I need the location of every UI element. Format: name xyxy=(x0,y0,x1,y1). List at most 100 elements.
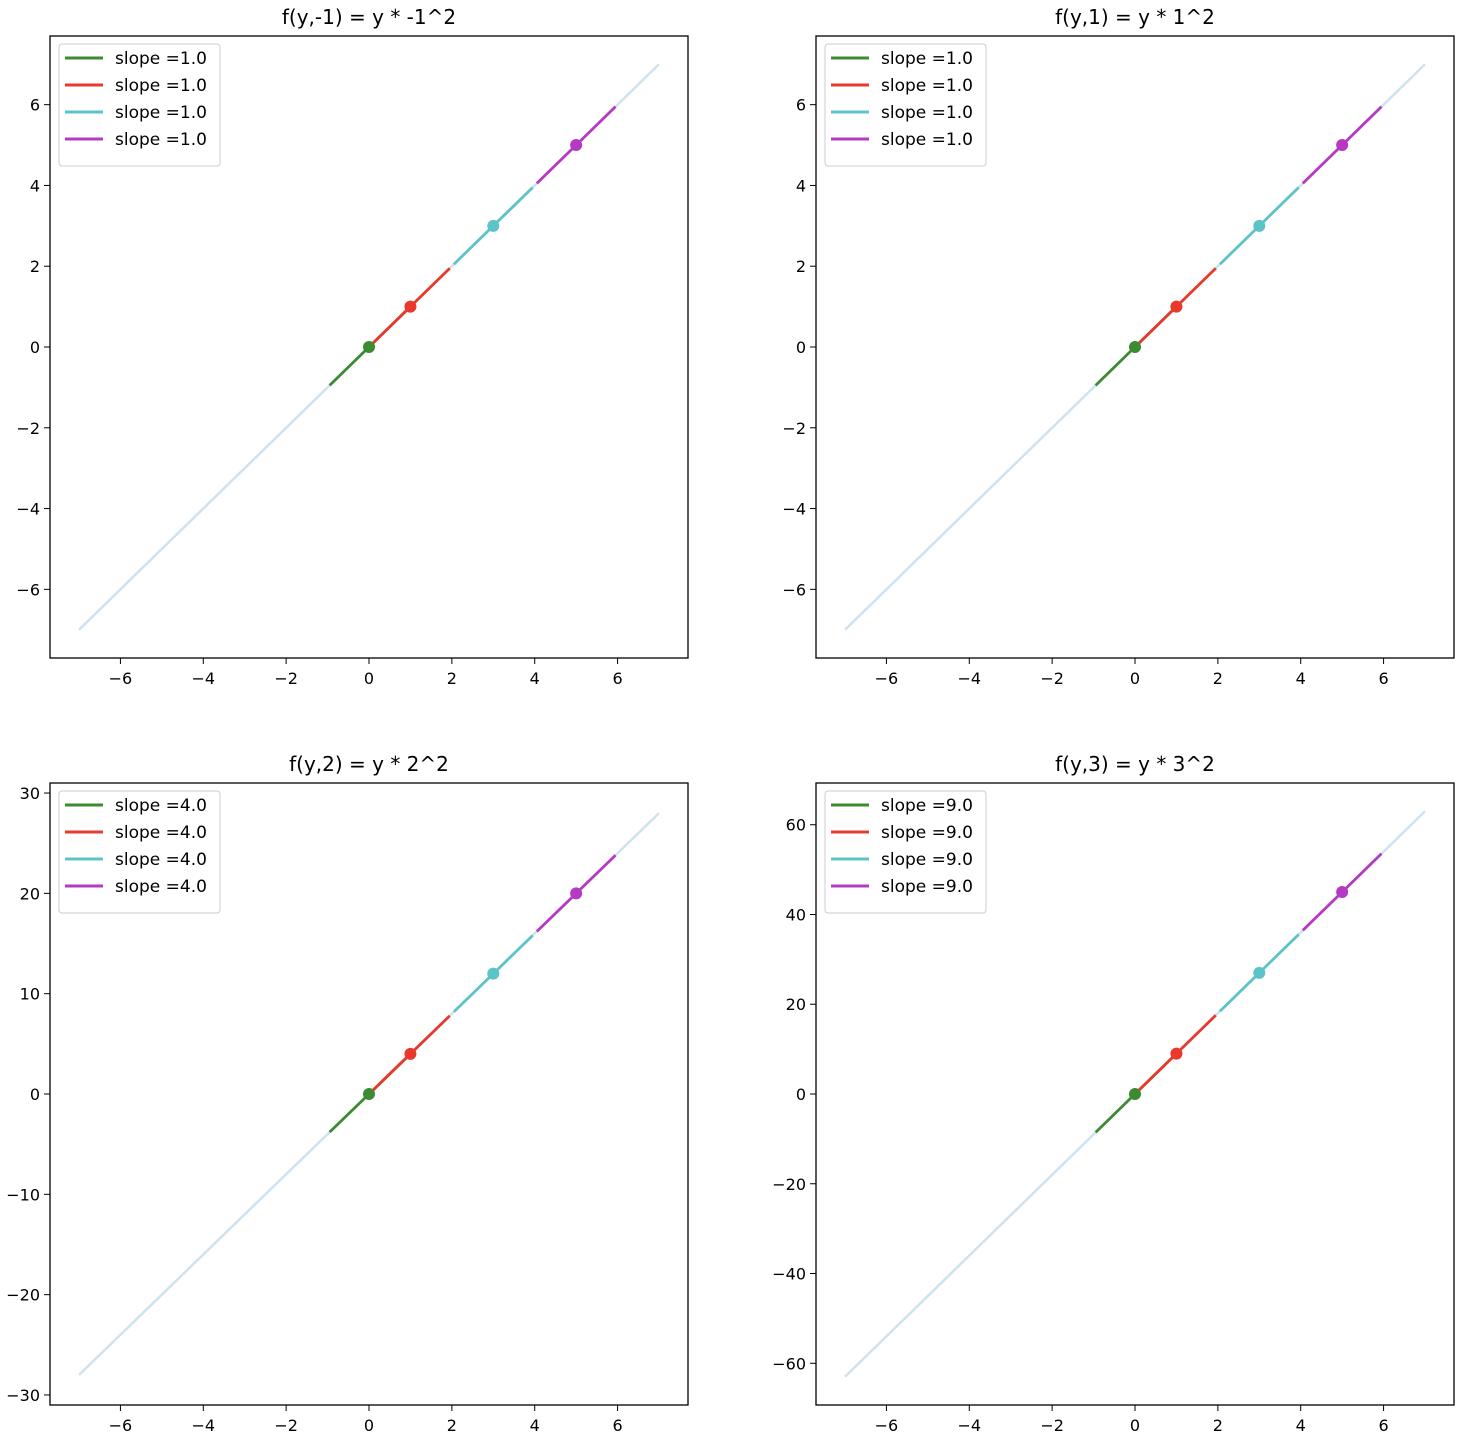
data-point-4 xyxy=(570,139,583,152)
x-tick-label: −4 xyxy=(957,1416,981,1435)
y-tick-label: −20 xyxy=(772,1175,806,1194)
y-tick-label: 30 xyxy=(20,784,40,803)
y-tick-label: 6 xyxy=(30,96,40,115)
legend-label-4: slope =1.0 xyxy=(115,130,207,150)
subplot-2: f(y,1) = y * 1^2 −6 −4 −2 0 2 4 6 −6 −4 −2 0 2 4 6 slop… xyxy=(782,5,1455,688)
x-tick-label: 4 xyxy=(530,1416,540,1435)
data-point-1 xyxy=(1129,341,1141,353)
data-point-1 xyxy=(1129,1088,1141,1100)
y-tick-label: −6 xyxy=(782,580,806,599)
x-tick-label: −2 xyxy=(1040,669,1064,688)
x-tick-label: 2 xyxy=(447,1416,457,1435)
legend-label-1: slope =1.0 xyxy=(115,49,207,69)
legend-label-1: slope =1.0 xyxy=(881,49,973,69)
legend-frame xyxy=(824,790,987,914)
y-tick-label: −10 xyxy=(6,1185,40,1204)
subplot-title: f(y,1) = y * 1^2 xyxy=(1055,5,1215,29)
y-tick-label: −2 xyxy=(782,419,806,438)
x-tick-label: 0 xyxy=(1130,669,1140,688)
x-tick-label: 2 xyxy=(1213,1416,1223,1435)
legend: slope =9.0 slope =9.0 slope =9.0 slope =9.0 xyxy=(824,790,987,914)
legend-frame xyxy=(58,43,221,167)
x-tick-label: −4 xyxy=(191,1416,215,1435)
y-tick-label: 20 xyxy=(20,884,40,903)
y-tick-label: −30 xyxy=(6,1386,40,1405)
y-tick-label: 4 xyxy=(30,176,40,195)
x-tick-label: 0 xyxy=(364,1416,374,1435)
x-tick-label: 4 xyxy=(1296,669,1306,688)
y-tick-label: 2 xyxy=(796,257,806,276)
y-tick-label: −60 xyxy=(772,1354,806,1373)
y-tick-label: −20 xyxy=(6,1286,40,1305)
y-tick-label: 6 xyxy=(796,96,806,115)
legend-frame xyxy=(58,790,221,914)
legend-frame xyxy=(824,43,987,167)
legend-label-4: slope =1.0 xyxy=(881,130,973,150)
x-tick-label: −6 xyxy=(875,669,899,688)
x-tick-label: 4 xyxy=(1296,1416,1306,1435)
y-tick-label: −6 xyxy=(16,580,40,599)
x-tick-label: −6 xyxy=(875,1416,899,1435)
y-tick-label: −40 xyxy=(772,1265,806,1284)
y-tick-label: 2 xyxy=(30,257,40,276)
data-point-1 xyxy=(363,341,375,353)
legend-label-4: slope =4.0 xyxy=(115,877,207,897)
legend-label-2: slope =1.0 xyxy=(881,76,973,96)
subplot-1: f(y,-1) = y * -1^2 −6 −4 −2 0 2 4 6 −6 −4 −2 0 2 4 6 sl… xyxy=(16,5,689,688)
y-tick-label: 60 xyxy=(786,816,806,835)
legend-label-2: slope =9.0 xyxy=(881,823,973,843)
y-tick-label: 0 xyxy=(796,1085,806,1104)
data-point-4 xyxy=(570,887,583,900)
subplot-title: f(y,2) = y * 2^2 xyxy=(289,752,449,776)
legend-label-3: slope =4.0 xyxy=(115,850,207,870)
data-point-3 xyxy=(487,219,500,232)
data-point-2 xyxy=(404,1047,417,1060)
x-tick-label: 0 xyxy=(1130,1416,1140,1435)
subplot-title: f(y,-1) = y * -1^2 xyxy=(282,5,456,29)
y-tick-label: −4 xyxy=(782,500,806,519)
x-tick-label: 6 xyxy=(1378,1416,1388,1435)
y-tick-label: 0 xyxy=(30,338,40,357)
legend-label-3: slope =1.0 xyxy=(115,103,207,123)
legend: slope =4.0 slope =4.0 slope =4.0 slope =4.0 xyxy=(58,790,221,914)
x-tick-label: 4 xyxy=(530,669,540,688)
x-tick-label: −2 xyxy=(274,1416,298,1435)
data-point-2 xyxy=(1170,300,1183,313)
data-point-3 xyxy=(1253,966,1266,979)
x-tick-label: −4 xyxy=(191,669,215,688)
x-tick-label: 6 xyxy=(612,669,622,688)
data-point-2 xyxy=(404,300,417,313)
legend: slope =1.0 slope =1.0 slope =1.0 slope =1.0 xyxy=(58,43,221,167)
subplot-4: f(y,3) = y * 3^2−6 −4 −2 0 2 4 6−60−40−2002040… xyxy=(772,752,1455,1435)
legend-label-1: slope =9.0 xyxy=(881,796,973,816)
subplot-3: f(y,2) = y * 2^2−6 −4 −2 0 2 4 6−30−20−1001020… xyxy=(6,752,689,1435)
x-tick-label: −2 xyxy=(1040,1416,1064,1435)
subplot-title: f(y,3) = y * 3^2 xyxy=(1055,752,1215,776)
legend-label-2: slope =1.0 xyxy=(115,76,207,96)
data-point-1 xyxy=(363,1088,375,1100)
data-point-4 xyxy=(1336,886,1349,899)
y-tick-label: 4 xyxy=(796,176,806,195)
x-tick-label: 6 xyxy=(612,1416,622,1435)
y-tick-label: −4 xyxy=(16,500,40,519)
x-tick-label: −6 xyxy=(109,1416,133,1435)
x-tick-label: 0 xyxy=(364,669,374,688)
legend-label-4: slope =9.0 xyxy=(881,877,973,897)
legend-label-3: slope =9.0 xyxy=(881,850,973,870)
data-point-2 xyxy=(1170,1047,1183,1060)
legend-label-1: slope =4.0 xyxy=(115,796,207,816)
y-tick-label: 40 xyxy=(786,905,806,924)
y-tick-label: 0 xyxy=(796,338,806,357)
x-tick-label: 6 xyxy=(1378,669,1388,688)
data-point-3 xyxy=(487,967,500,980)
y-tick-label: 0 xyxy=(30,1085,40,1104)
x-tick-label: 2 xyxy=(1213,669,1223,688)
y-tick-label: −2 xyxy=(16,419,40,438)
data-point-3 xyxy=(1253,219,1266,232)
y-tick-label: 20 xyxy=(786,995,806,1014)
x-tick-label: 2 xyxy=(447,669,457,688)
legend-label-2: slope =4.0 xyxy=(115,823,207,843)
legend-label-3: slope =1.0 xyxy=(881,103,973,123)
y-tick-label: 10 xyxy=(20,985,40,1004)
